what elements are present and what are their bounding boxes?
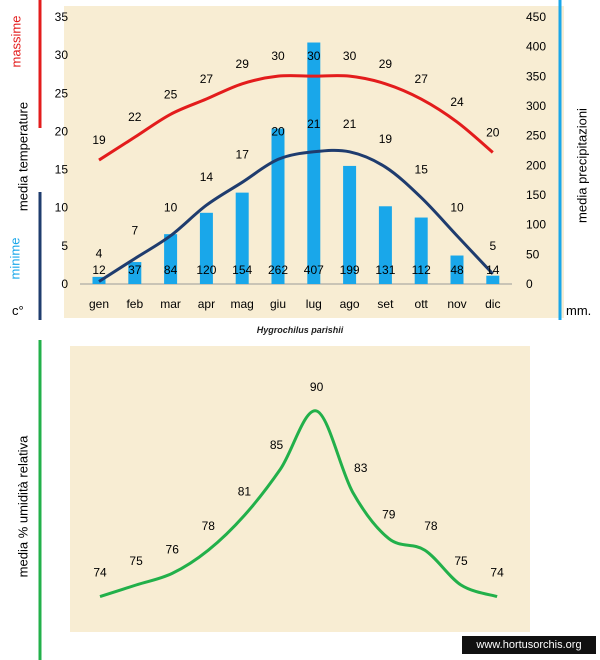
month-tick-label: nov [447,297,466,311]
right-axis-tick-label: 0 [526,277,533,291]
right-axis-tick-label: 450 [526,10,546,24]
month-tick-label: dic [485,297,500,311]
max-temperature-value-label: 20 [486,125,500,139]
month-tick-label: set [377,297,394,311]
website-watermark[interactable]: www.hortusorchis.org [462,636,596,654]
min-temperature-line [98,148,494,283]
precipitation-value-label: 154 [232,263,252,277]
month-tick-label: ott [415,297,429,311]
right-axis-tick-label: 200 [526,158,546,172]
max-temperature-value-label: 27 [200,72,214,86]
species-caption: Hygrochilus parishii [256,325,344,335]
right-axis-tick-label: 300 [526,99,546,113]
precipitation-value-label: 112 [412,263,431,277]
precipitation-bar [378,206,392,284]
min-temperature-value-label: 15 [415,163,429,177]
right-axis-tick-label: 50 [526,247,540,261]
min-temperature-value-label: 7 [131,224,138,238]
max-temperature-value-label: 30 [307,49,321,63]
right-axis-tick-label: 250 [526,129,546,143]
max-temperature-value-label: 19 [92,133,106,147]
month-tick-label: feb [126,297,143,311]
left-axis-tick-label: 25 [55,86,69,100]
min-temperature-value-label: 10 [450,201,464,215]
month-tick-label: mar [160,297,181,311]
left-axis-tick-label: 20 [55,124,69,138]
min-temperature-value-label: 19 [379,132,393,146]
min-temperature-value-label: 10 [164,201,178,215]
min-temperature-value-label: 21 [343,117,357,131]
left-axis-tick-label: 15 [55,163,69,177]
precipitation-bar [414,217,428,284]
max-temperature-line [98,74,494,162]
month-tick-label: mag [231,297,254,311]
min-temperature-value-label: 14 [200,170,214,184]
precipitation-bar [450,255,464,284]
max-temperature-value-label: 29 [379,57,393,71]
min-temperature-value-label: 4 [96,246,103,260]
left-axis-tick-label: 5 [61,239,68,253]
media-temperature-label: media temperature [15,101,31,212]
left-axis-tick-label: 35 [55,10,69,24]
max-temperature-value-label: 25 [164,87,178,101]
precipitation-bar [235,192,249,284]
precipitation-value-label: 407 [304,263,324,277]
right-axis-tick-label: 400 [526,40,546,54]
precipitation-axis-label: media precipitazioni [574,108,590,223]
min-temperature-value-label: 21 [307,117,321,131]
precipitation-bar [128,262,142,284]
precipitation-bar [486,275,500,284]
left-axis-tick-label: 10 [55,201,69,215]
precipitation-value-label: 37 [128,263,142,277]
month-tick-label: giu [270,297,286,311]
precipitation-value-label: 48 [450,263,464,277]
celsius-unit-label: c° [12,303,24,318]
max-temperature-value-label: 30 [343,49,357,63]
max-temperature-value-label: 27 [415,72,429,86]
chart-bottom-background [70,346,530,632]
precipitation-bar [343,165,357,284]
month-tick-label: gen [89,297,109,311]
precipitation-value-label: 14 [486,263,500,277]
month-tick-label: ago [340,297,360,311]
left-axis-tick-label: 0 [61,277,68,291]
right-axis-tick-label: 100 [526,218,546,232]
massime-label: massime [8,15,24,68]
right-axis-tick-label: 150 [526,188,546,202]
min-temperature-value-label: 5 [489,239,496,253]
month-tick-label: apr [198,297,215,311]
precipitation-value-label: 120 [196,263,216,277]
left-axis-tick-label: 30 [55,48,69,62]
humidity-axis-label: media % umidità relativa [15,435,31,578]
minime-label: minime [7,237,23,280]
min-temperature-value-label: 20 [271,124,285,138]
precipitation-value-label: 131 [375,263,395,277]
precipitation-bar [271,128,285,284]
mm-unit-label: mm. [566,303,592,318]
temperature-precipitation-chart: 0 5 10 15 20 25 30 35 0 50 100 150 200 250 300 350 400 4… [38,0,562,320]
max-temperature-value-label: 30 [271,49,285,63]
precipitation-bar [199,212,213,284]
month-tick-label: lug [306,297,322,311]
precipitation-value-label: 84 [164,263,178,277]
max-temperature-value-label: 22 [128,110,142,124]
min-temperature-value-label: 17 [236,147,250,161]
max-temperature-value-label: 24 [450,95,464,109]
right-axis-tick-label: 350 [526,69,546,83]
max-temperature-value-label: 29 [236,57,250,71]
precipitation-bar [307,42,321,284]
precipitation-bar [164,234,178,284]
precipitation-value-label: 199 [340,263,360,277]
precipitation-value-label: 262 [268,263,288,277]
precipitation-value-label: 12 [92,263,106,277]
